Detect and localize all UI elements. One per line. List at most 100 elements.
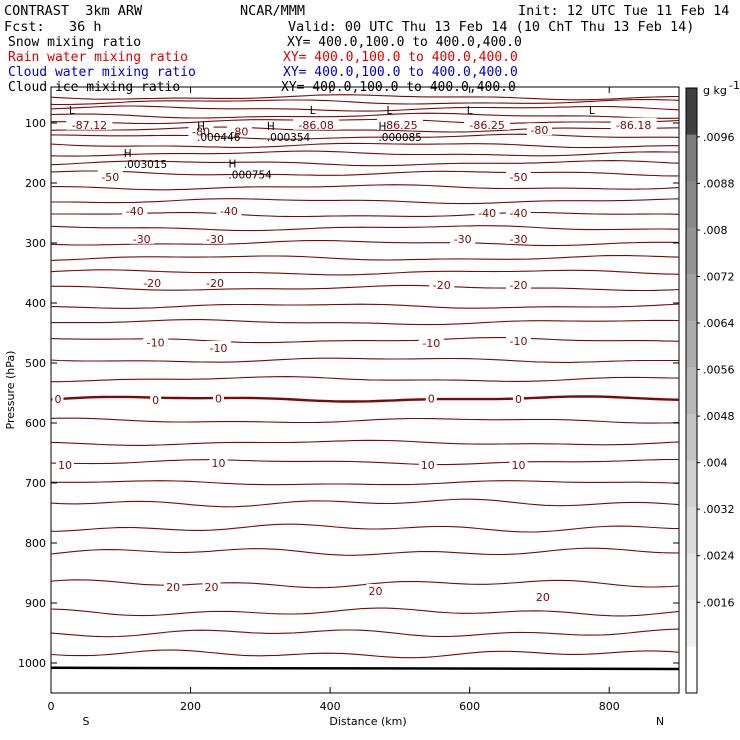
contour-label-bg — [143, 335, 169, 348]
contour-label: -20 — [206, 277, 224, 290]
valid-time: Valid: 00 UTC Thu 13 Feb 14 (10 ChT Thu … — [288, 19, 695, 35]
field-xy-cloudwater: XY= 400.0,100.0 to 400.0,400.0 — [283, 65, 518, 80]
contour-label: 0 — [152, 394, 159, 407]
contour-label-bg — [450, 231, 476, 244]
colorbar-swatch — [686, 460, 697, 508]
contour-label: -30 — [133, 233, 151, 246]
contour-label: -10 — [209, 342, 227, 355]
colorbar-tick-label: .0024 — [703, 550, 735, 563]
y-tick-label: 900 — [25, 597, 46, 610]
contour-line — [51, 198, 680, 205]
colorbar-tick-label: .0016 — [703, 596, 735, 609]
contour-label: -20 — [433, 279, 451, 292]
contour-line — [50, 439, 680, 446]
contour-label: 10 — [421, 459, 435, 472]
contour-label: -80 — [192, 125, 210, 138]
contour-line — [51, 376, 680, 383]
colorbar-tick-label: .0048 — [703, 410, 735, 423]
contour-label-bg — [610, 117, 657, 130]
high-marker: H — [124, 148, 132, 160]
contour-label-bg — [506, 278, 532, 290]
contour-label: 0 — [215, 392, 222, 405]
contour-label: -30 — [206, 233, 224, 246]
contour-label-bg — [122, 204, 148, 217]
contour-label-bg — [226, 124, 252, 137]
high-value-label: .000085 — [378, 132, 421, 144]
colorbar-unit: g kg — [703, 84, 727, 97]
contour-label-bg — [429, 278, 455, 290]
contour-label: -86.18 — [616, 119, 651, 132]
high-value-label: .003015 — [124, 159, 167, 171]
x-tick-label: 600 — [459, 700, 480, 713]
contour-label: -86.08 — [298, 119, 333, 132]
contour-label: -40 — [126, 205, 144, 218]
contour-label-bg — [97, 170, 123, 182]
contour-label: 0 — [428, 392, 435, 405]
low-marker: L — [386, 105, 392, 117]
org-label: NCAR/MMM — [240, 3, 306, 19]
contour-line — [50, 150, 680, 157]
contour-line — [50, 458, 679, 466]
contour-label-bg — [526, 123, 552, 136]
contour-label-bg — [464, 117, 511, 130]
contour-line — [51, 284, 680, 292]
colorbar-tick-label: .0096 — [703, 131, 735, 144]
contour-label: -86.25 — [382, 119, 417, 132]
colorbar-frame — [685, 87, 698, 694]
contour-line — [51, 118, 680, 125]
colorbar-swatch — [686, 367, 697, 415]
contour-label: 10 — [58, 459, 72, 472]
ground-line-layer — [50, 666, 680, 671]
init-time: Init: 12 UTC Tue 11 Feb 14 — [518, 3, 730, 19]
product-title: CONTRAST 3km ARW — [4, 3, 143, 19]
low-marker: L — [69, 105, 75, 117]
high-marker: H — [378, 121, 386, 133]
colorbar-swatch — [686, 181, 697, 229]
colorbar-swatch — [686, 134, 697, 182]
contour-label-bg — [506, 170, 532, 182]
colorbar-tick-label: .0064 — [703, 317, 735, 330]
contour-label: -86.25 — [469, 119, 504, 132]
y-tick-label: 100 — [25, 117, 46, 130]
high-marker: H — [228, 158, 236, 170]
contour-label: -20 — [510, 279, 528, 292]
x-end-label-north: N — [656, 715, 664, 728]
colorbar-tick-label: .0032 — [703, 503, 735, 516]
contour-label-bg — [202, 579, 221, 592]
contour-line — [50, 607, 680, 617]
contour-label: -40 — [220, 205, 238, 218]
contour-label-bg — [202, 231, 228, 244]
colorbar-swatch — [686, 646, 697, 694]
colorbar-swatch — [686, 320, 697, 368]
contour-label: -50 — [101, 171, 119, 184]
contour-label: 10 — [211, 457, 225, 470]
contour-label-layer: -87.12 -80 -80 -86.08 -86.25 -86.25 -80 -86.18 -… — [52, 117, 657, 604]
contour-line — [50, 269, 680, 276]
contour-label-bg — [506, 333, 532, 346]
contour-line — [50, 579, 680, 589]
contour-label-bg — [376, 117, 423, 130]
y-tick-label: 800 — [25, 537, 46, 550]
contour-line — [50, 142, 679, 149]
y-tick-label: 400 — [25, 297, 46, 310]
x-end-label-south: S — [83, 715, 90, 728]
contour-label-bg — [188, 124, 214, 137]
contour-label-bg — [139, 276, 165, 289]
colorbar-swatch — [686, 553, 697, 601]
contour-line — [50, 239, 680, 247]
contour-label: -40 — [510, 207, 528, 220]
contour-label-bg — [202, 276, 228, 289]
low-marker: L — [310, 105, 316, 117]
high-value-label: .000354 — [267, 132, 311, 144]
contour-label: -50 — [510, 171, 528, 184]
y-tick-label: 500 — [25, 357, 46, 370]
contour-line — [51, 184, 680, 191]
colorbar-unit-exponent: -1 — [729, 79, 740, 92]
contour-label-bg — [209, 456, 228, 469]
x-tick-label: 800 — [599, 700, 620, 713]
contour-label: 20 — [536, 591, 550, 604]
contour-label: 0 — [515, 393, 522, 406]
colorbar-swatch — [686, 274, 697, 322]
contour-label: -10 — [422, 337, 440, 350]
